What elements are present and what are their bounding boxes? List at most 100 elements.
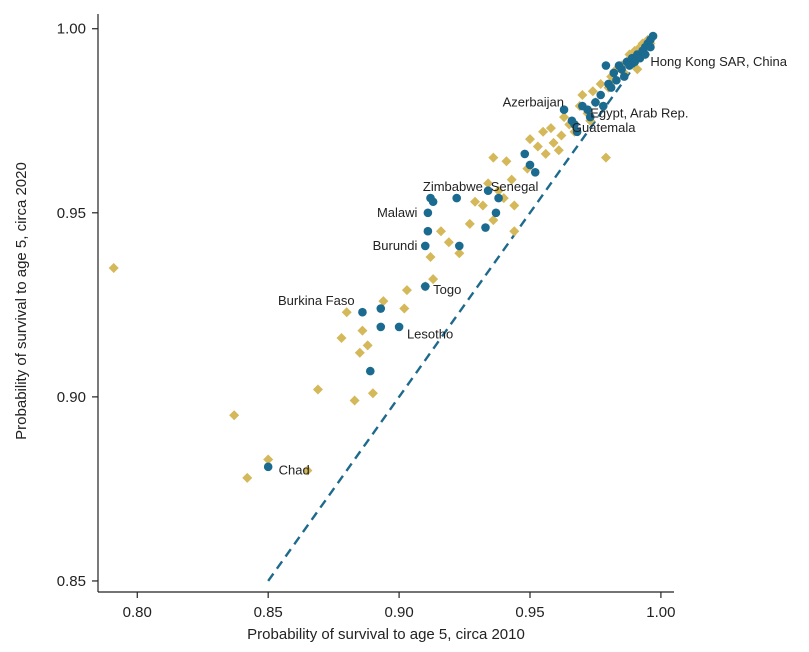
country-label: Malawi	[377, 205, 418, 220]
data-point-circle	[423, 226, 433, 236]
data-point-diamond	[435, 226, 446, 237]
country-label: Lesotho	[407, 326, 453, 341]
data-point-diamond	[354, 347, 365, 358]
y-tick-label: 0.95	[57, 205, 86, 222]
x-tick-label: 0.95	[515, 604, 544, 621]
data-point-diamond	[443, 237, 454, 248]
data-point-diamond	[632, 64, 643, 75]
data-point-diamond	[263, 454, 274, 465]
data-point-diamond	[553, 145, 564, 156]
data-point-diamond	[532, 141, 543, 152]
data-point-diamond	[540, 148, 551, 159]
data-point-diamond	[349, 395, 360, 406]
country-label: Zimbabwe	[423, 179, 483, 194]
data-point-circle	[491, 208, 501, 218]
data-point-diamond	[341, 307, 352, 318]
data-point-circle	[365, 366, 375, 376]
country-label: Azerbaijan	[503, 94, 564, 109]
data-point-diamond	[108, 263, 119, 274]
data-point-circle	[612, 75, 621, 85]
data-point-circle	[376, 304, 386, 313]
data-point-circle	[483, 186, 493, 196]
country-label: Chad	[279, 463, 310, 478]
data-point-circle	[601, 61, 611, 70]
data-point-diamond	[577, 89, 588, 100]
plot-area	[108, 31, 658, 582]
data-point-diamond	[401, 285, 412, 296]
data-point-circle	[358, 307, 367, 317]
x-tick-label: 1.00	[646, 604, 675, 621]
data-point-diamond	[538, 126, 549, 137]
data-point-circle	[530, 168, 540, 177]
data-point-circle	[420, 282, 430, 291]
country-label: Togo	[433, 282, 461, 297]
reference-line	[267, 50, 647, 582]
data-point-circle	[570, 120, 579, 129]
data-point-diamond	[595, 78, 606, 89]
data-point-circle	[583, 105, 592, 115]
data-point-circle	[455, 241, 464, 251]
data-point-diamond	[509, 226, 520, 237]
country-label: Egypt, Arab Rep.	[590, 105, 688, 120]
x-ticks: 0.80 0.85 0.90 0.95 1.00	[123, 592, 676, 621]
x-tick-label: 0.85	[254, 604, 283, 621]
data-point-circle	[525, 160, 535, 170]
y-axis-title: Probability of survival to age 5, circa …	[13, 162, 30, 440]
data-point-diamond	[488, 152, 499, 163]
country-label: Senegal	[491, 179, 539, 194]
data-point-circle	[394, 322, 404, 332]
data-point-diamond	[362, 340, 373, 351]
data-point-diamond	[242, 472, 253, 483]
country-labels: Hong Kong SAR, China Azerbaijan Egypt, Ara…	[278, 54, 788, 478]
data-point-circle	[481, 223, 490, 232]
data-point-circle	[559, 105, 569, 115]
data-point-diamond	[470, 196, 481, 207]
country-label: Burkina Faso	[278, 293, 355, 308]
data-point-diamond	[302, 465, 313, 476]
country-label: Guatemala	[572, 120, 636, 135]
data-point-circle	[452, 193, 461, 203]
data-point-circle	[640, 50, 650, 59]
data-point-diamond	[477, 200, 488, 211]
data-point-diamond	[509, 200, 520, 211]
data-point-diamond	[483, 178, 494, 189]
data-point-diamond	[488, 215, 499, 226]
data-point-circle	[617, 64, 626, 74]
data-point-circle	[648, 31, 658, 41]
data-point-circle	[494, 193, 503, 203]
data-point-diamond	[525, 134, 535, 145]
country-label: Hong Kong SAR, China	[650, 54, 787, 69]
data-point-circle	[619, 72, 629, 81]
x-tick-label: 0.90	[384, 604, 413, 621]
data-point-diamond	[548, 137, 559, 148]
y-tick-label: 0.90	[57, 389, 86, 406]
data-point-circle	[520, 149, 530, 159]
data-point-diamond	[545, 123, 556, 134]
data-point-diamond	[312, 384, 323, 395]
data-point-circle	[609, 68, 619, 78]
data-point-diamond	[464, 218, 475, 229]
data-point-diamond	[336, 332, 347, 343]
data-point-circle	[376, 322, 386, 332]
data-point-diamond	[600, 152, 611, 163]
data-point-diamond	[501, 156, 512, 167]
x-tick-label: 0.80	[123, 604, 152, 621]
data-point-circle	[591, 98, 600, 107]
data-point-diamond	[367, 388, 378, 399]
y-ticks: 0.85 0.90 0.95 1.00	[57, 21, 98, 590]
x-axis-title: Probability of survival to age 5, circa …	[247, 626, 525, 643]
y-tick-label: 1.00	[57, 21, 86, 38]
data-point-circle	[596, 90, 605, 100]
data-point-circle	[423, 208, 433, 218]
data-point-circle	[606, 83, 616, 92]
data-point-circle	[263, 462, 273, 472]
data-point-circle	[428, 197, 438, 207]
data-point-diamond	[399, 303, 410, 314]
data-point-diamond	[425, 251, 436, 262]
data-point-circle	[420, 241, 430, 251]
data-point-circle	[572, 127, 582, 137]
data-point-diamond	[357, 325, 368, 336]
data-point-diamond	[506, 174, 517, 185]
data-point-diamond	[229, 410, 240, 421]
